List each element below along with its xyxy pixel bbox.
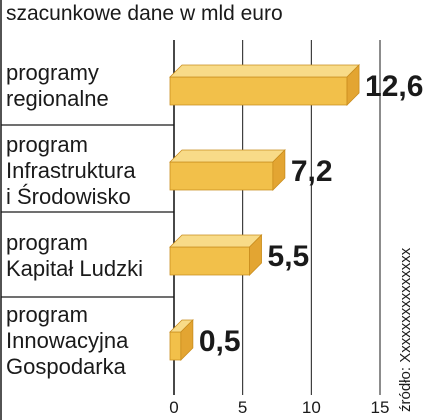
category-label-line: program <box>6 230 88 255</box>
x-axis-ticks: 0 5 10 15 <box>169 398 389 417</box>
category-label-line: programy <box>6 60 99 85</box>
category-label-line: program <box>6 132 88 157</box>
bar-1 <box>169 149 286 191</box>
category-label-1: program Infrastruktura i Środowisko <box>6 132 136 209</box>
bar-2 <box>169 234 263 276</box>
value-label-1: 7,2 <box>291 155 333 188</box>
category-label-line: Gospodarka <box>6 354 127 379</box>
x-tick-label-5: 5 <box>238 398 247 417</box>
bar-front <box>169 76 348 106</box>
bar-top <box>169 149 286 163</box>
x-tick-label-15: 15 <box>371 398 390 417</box>
category-label-line: Kapitał Ludzki <box>6 256 143 281</box>
bar-front <box>169 331 182 361</box>
bar-3 <box>169 319 194 361</box>
bars <box>169 64 361 361</box>
x-tick-label-0: 0 <box>169 398 178 417</box>
value-label-2: 5,5 <box>268 240 310 273</box>
value-label-3: 0,5 <box>199 325 241 358</box>
bar-end <box>272 149 286 191</box>
bar-front <box>169 161 274 191</box>
bar-top <box>169 234 263 248</box>
category-label-line: Infrastruktura <box>6 158 136 183</box>
category-label-line: program <box>6 302 88 327</box>
category-label-3: program Innowacyjna Gospodarka <box>6 302 129 379</box>
chart-subtitle: szacunkowe dane w mld euro <box>6 2 283 25</box>
x-tick-label-10: 10 <box>302 398 321 417</box>
category-label-0: programy regionalne <box>6 60 109 111</box>
category-label-2: program Kapitał Ludzki <box>6 230 143 281</box>
bar-top <box>169 64 361 78</box>
bar-0 <box>169 64 361 106</box>
value-labels: 12,6 7,2 5,5 0,5 <box>199 70 424 358</box>
source-note: źródło: Xxxxxxxxxxxxxxx <box>397 247 414 412</box>
category-label-line: regionalne <box>6 86 109 111</box>
bar-end <box>180 319 194 361</box>
bar-front <box>169 246 250 276</box>
category-label-line: Innowacyjna <box>6 328 129 353</box>
category-label-line: i Środowisko <box>6 184 131 209</box>
category-separators <box>1 124 174 298</box>
value-label-0: 12,6 <box>365 70 423 103</box>
bar-end <box>249 234 262 276</box>
bar-end <box>346 64 360 106</box>
